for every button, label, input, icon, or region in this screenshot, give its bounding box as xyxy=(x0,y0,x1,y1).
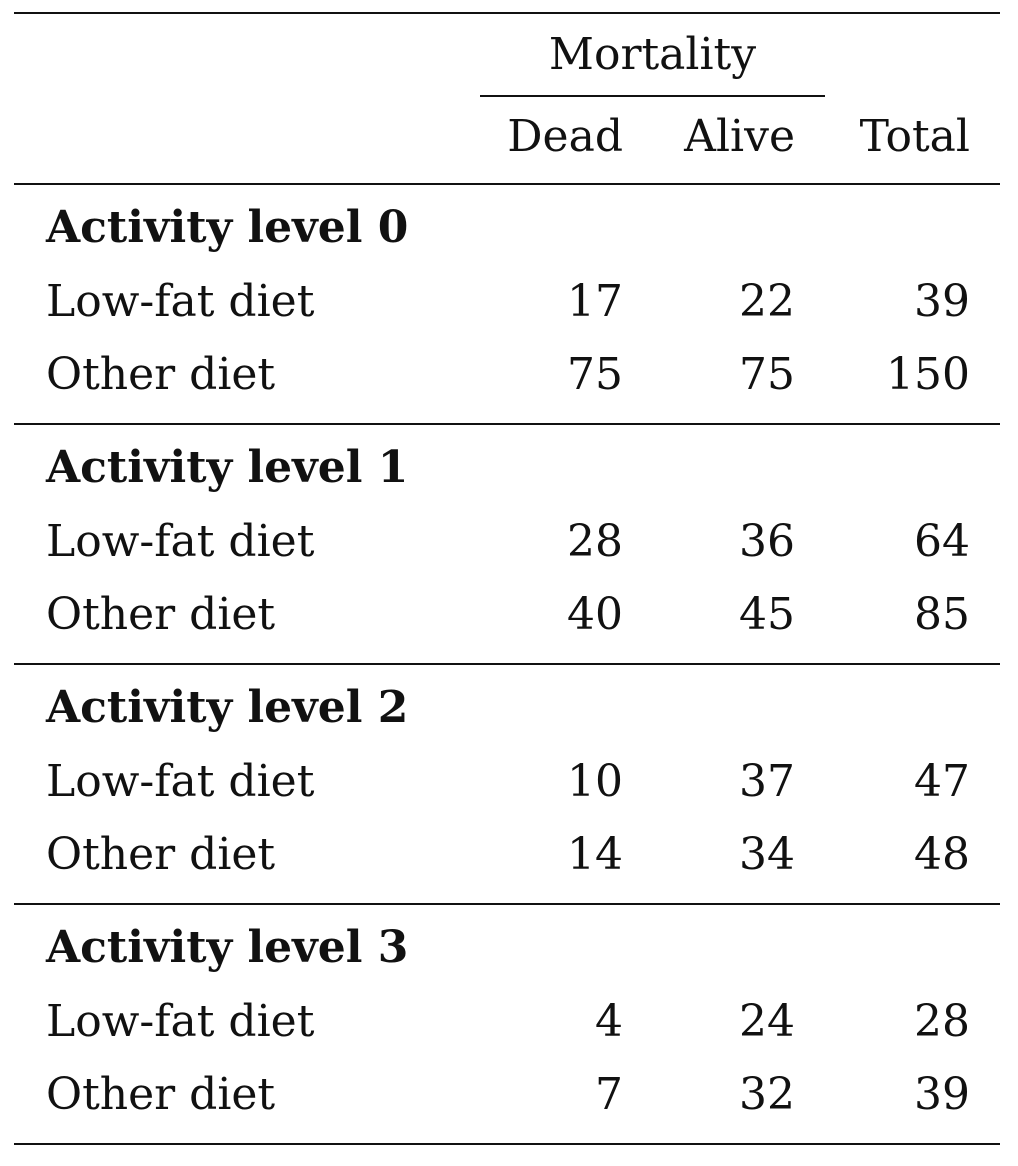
total-value: 47 xyxy=(914,756,970,807)
total-value: 39 xyxy=(914,1069,970,1120)
alive-value: 24 xyxy=(739,996,795,1047)
header-bottom-rule xyxy=(14,183,1000,185)
total-value: 64 xyxy=(914,516,970,567)
group-title: Activity level 1 xyxy=(46,442,409,493)
row-label: Low-fat diet xyxy=(46,516,315,567)
table-row: Low-fat diet 28 36 64 xyxy=(0,515,1018,569)
table-row: Other diet 7 32 39 xyxy=(0,1068,1018,1122)
dead-value: 10 xyxy=(567,756,623,807)
row-label: Other diet xyxy=(46,349,276,400)
alive-value: 36 xyxy=(739,516,795,567)
table-bottom-rule xyxy=(14,1143,1000,1145)
column-header-total: Total xyxy=(859,111,970,162)
dead-value: 7 xyxy=(595,1069,623,1120)
dead-value: 28 xyxy=(567,516,623,567)
alive-value: 45 xyxy=(739,589,795,640)
mortality-column-group-header: Mortality xyxy=(548,29,757,80)
dead-value: 14 xyxy=(567,829,623,880)
table-row: Other diet 75 75 150 xyxy=(0,348,1018,402)
alive-value: 32 xyxy=(739,1069,795,1120)
total-value: 28 xyxy=(914,996,970,1047)
table-top-rule xyxy=(14,12,1000,14)
group-title: Activity level 3 xyxy=(46,922,409,973)
table-row: Low-fat diet 4 24 28 xyxy=(0,995,1018,1049)
mortality-header-rule xyxy=(480,95,825,97)
row-label: Other diet xyxy=(46,829,276,880)
row-label: Other diet xyxy=(46,1069,276,1120)
total-value: 85 xyxy=(914,589,970,640)
dead-value: 40 xyxy=(567,589,623,640)
group-separator-rule xyxy=(14,663,1000,665)
alive-value: 75 xyxy=(739,349,795,400)
dead-value: 17 xyxy=(567,276,623,327)
dead-value: 75 xyxy=(567,349,623,400)
table-row: Low-fat diet 17 22 39 xyxy=(0,275,1018,329)
group-separator-rule xyxy=(14,423,1000,425)
alive-value: 34 xyxy=(739,829,795,880)
table-row: Low-fat diet 10 37 47 xyxy=(0,755,1018,809)
row-label: Other diet xyxy=(46,589,276,640)
row-label: Low-fat diet xyxy=(46,276,315,327)
row-label: Low-fat diet xyxy=(46,756,315,807)
row-label: Low-fat diet xyxy=(46,996,315,1047)
dead-value: 4 xyxy=(595,996,623,1047)
table-row: Other diet 40 45 85 xyxy=(0,588,1018,642)
total-value: 150 xyxy=(886,349,970,400)
alive-value: 37 xyxy=(739,756,795,807)
column-header-alive: Alive xyxy=(684,111,795,162)
group-title: Activity level 0 xyxy=(46,202,409,253)
total-value: 48 xyxy=(914,829,970,880)
total-value: 39 xyxy=(914,276,970,327)
alive-value: 22 xyxy=(739,276,795,327)
group-title: Activity level 2 xyxy=(46,682,409,733)
group-separator-rule xyxy=(14,903,1000,905)
table-row: Other diet 14 34 48 xyxy=(0,828,1018,882)
column-header-dead: Dead xyxy=(507,111,623,162)
